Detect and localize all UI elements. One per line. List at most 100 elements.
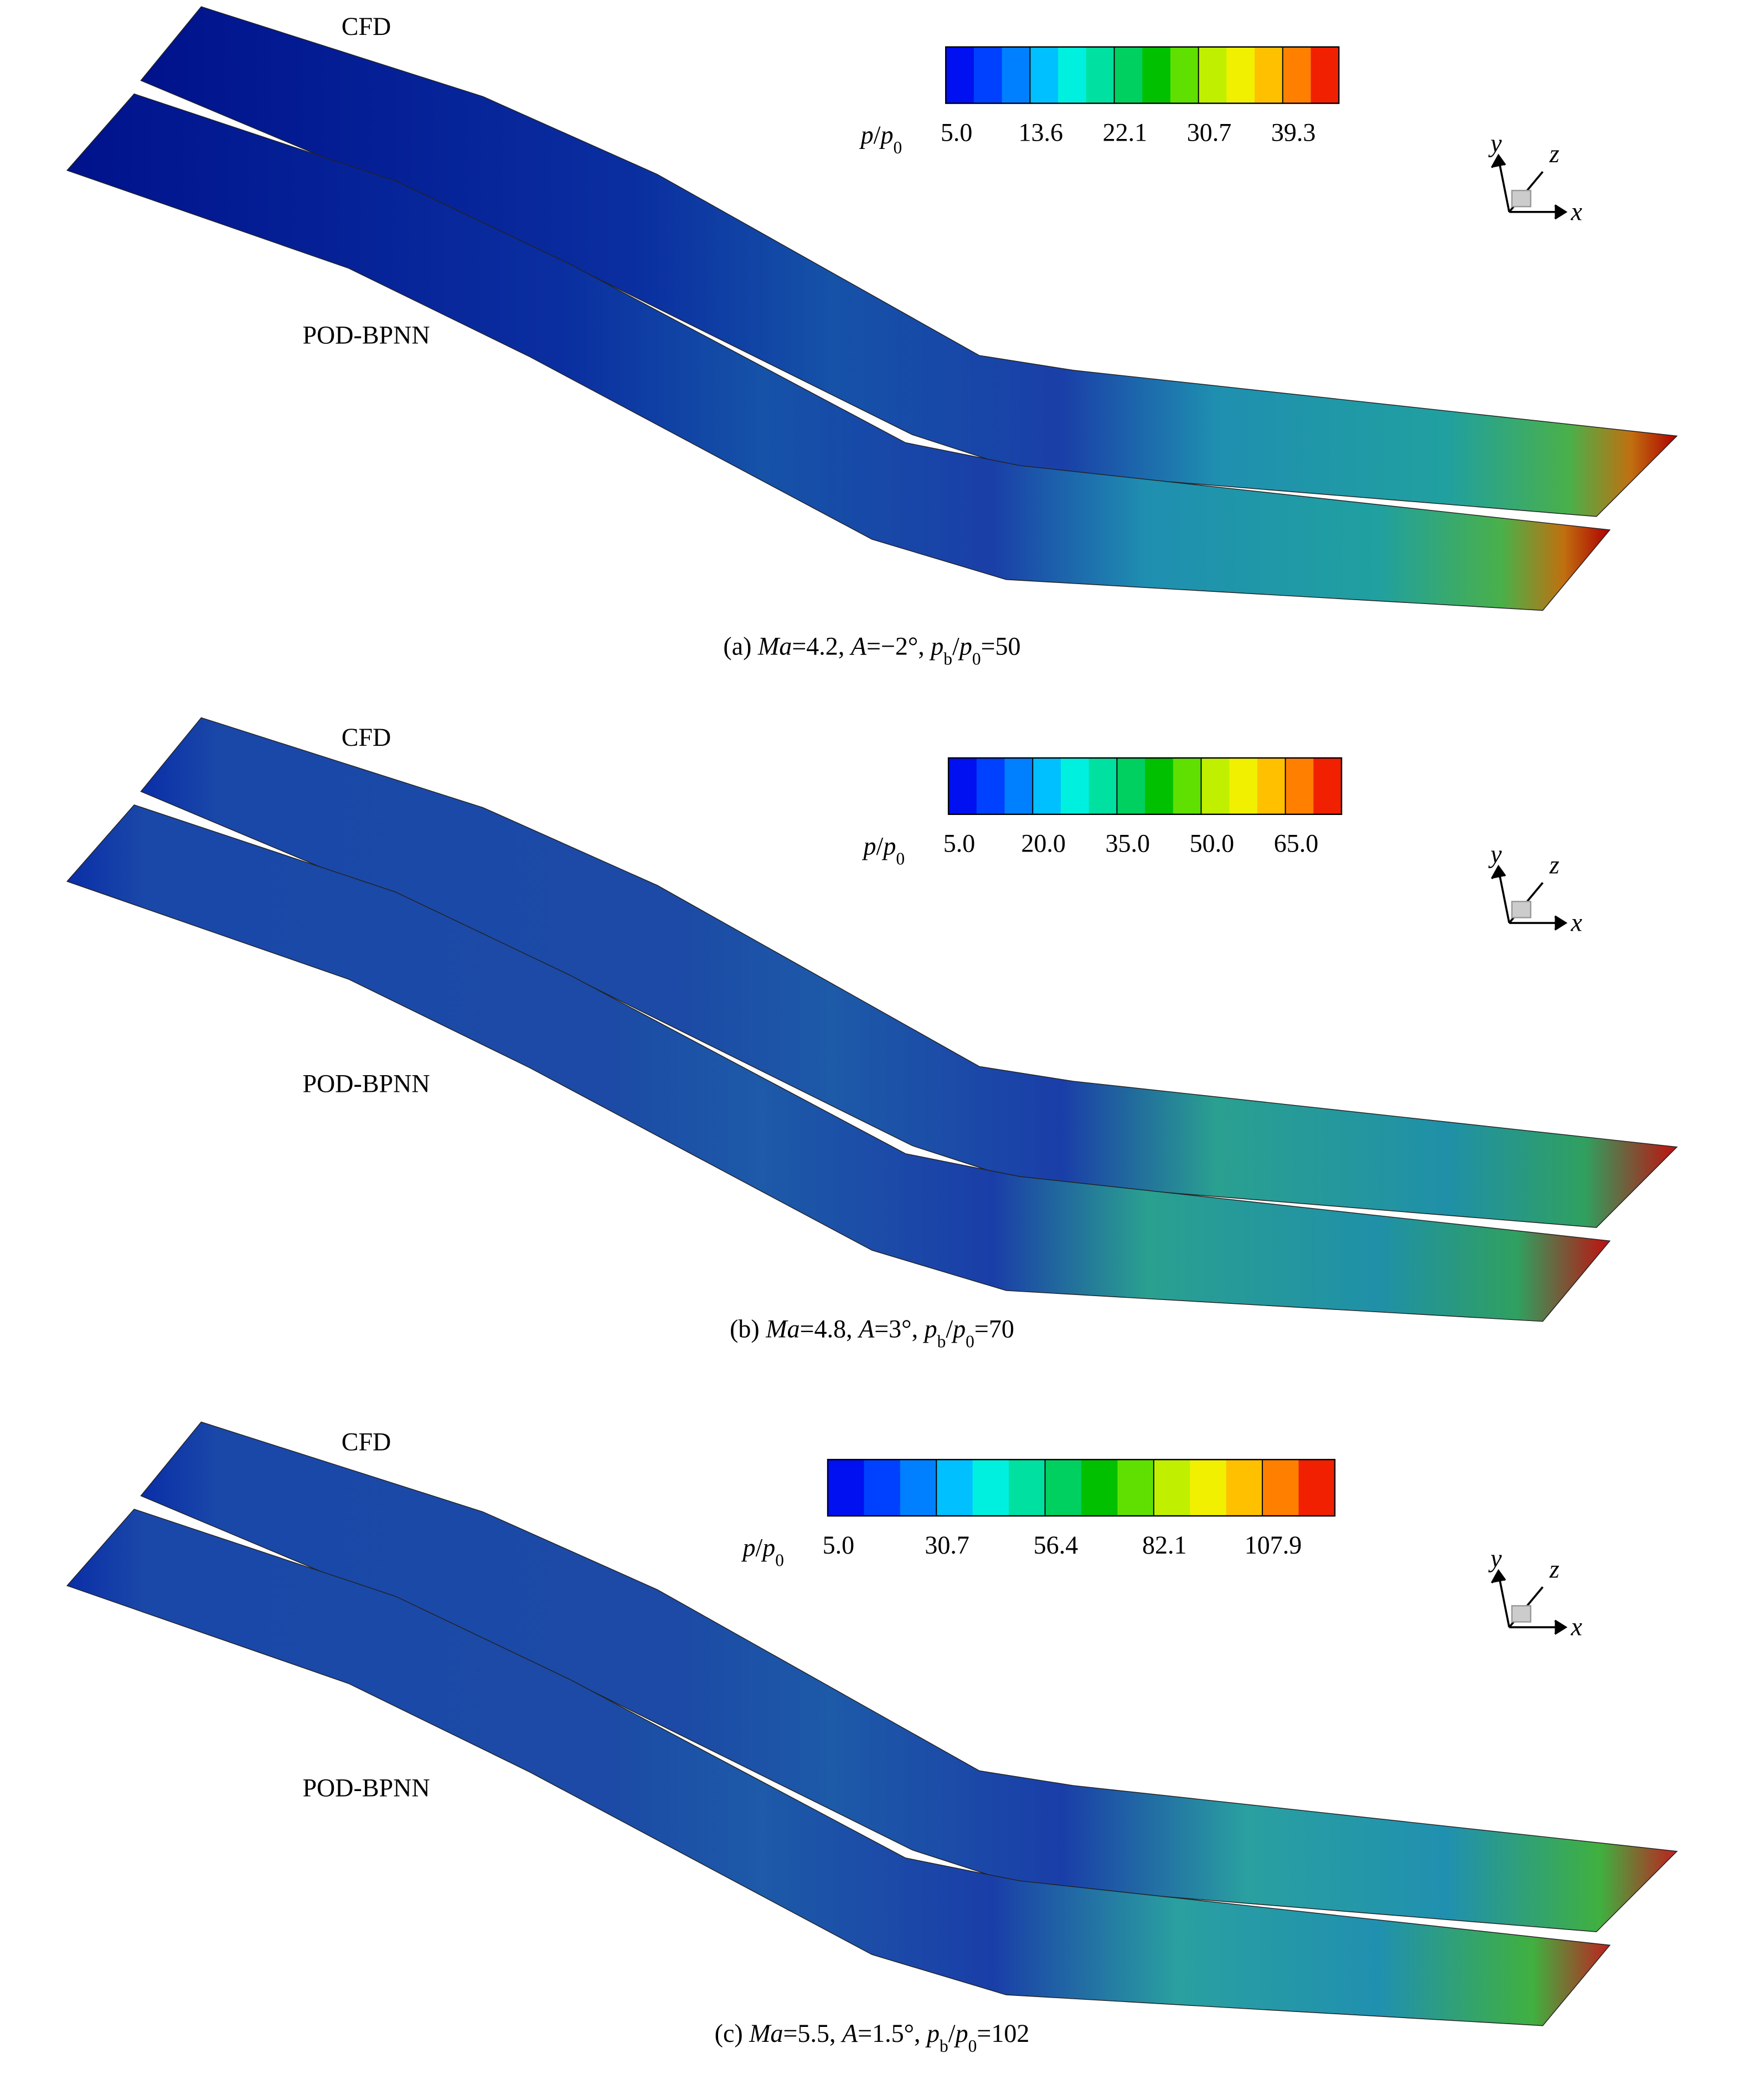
colorbar-cell (1142, 47, 1171, 104)
colorbar-cell (1060, 758, 1090, 814)
field-label: CFD (342, 723, 391, 751)
colorbar-tick-label: 107.9 (1245, 1531, 1302, 1559)
colorbar-cell (864, 1459, 901, 1516)
axis-label: z (1549, 1555, 1560, 1583)
colorbar-cell (1117, 1459, 1154, 1516)
field-label: POD-BPNN (302, 1773, 430, 1802)
text-run: p (881, 832, 896, 860)
colorbar-tick-label: 82.1 (1142, 1531, 1187, 1559)
text-run: (b) (730, 1315, 766, 1343)
subscript: b (940, 2036, 948, 2055)
text-run: Ma (765, 1315, 799, 1343)
text-run: Ma (757, 632, 792, 660)
colorbar-cell (1310, 47, 1339, 104)
colorbar-cell (936, 1459, 973, 1516)
colorbar-cell (1002, 47, 1031, 104)
text-run: / (948, 2019, 956, 2047)
text-run: p (951, 1315, 966, 1343)
colorbar-tick-label: 35.0 (1105, 829, 1150, 858)
colorbar-cell (1088, 758, 1118, 814)
text-run: (c) (715, 2019, 750, 2047)
text-run: A (849, 632, 867, 660)
colorbar-cell (1257, 758, 1286, 814)
text-run: =5.5, (783, 2019, 842, 2047)
colorbar-cell (1117, 758, 1146, 814)
field-label: POD-BPNN (302, 1069, 430, 1097)
colorbar-cell (1229, 758, 1258, 814)
field-label: POD-BPNN (302, 321, 430, 349)
axis-label: z (1549, 140, 1560, 168)
field-label: CFD (342, 12, 391, 40)
text-run: p (923, 1315, 937, 1343)
axis-label: x (1570, 1613, 1582, 1641)
subscript: 0 (972, 649, 981, 668)
subscript: b (937, 1332, 946, 1351)
colorbar-cell (1114, 47, 1143, 104)
colorbar-cell (1009, 1459, 1046, 1516)
colorbar-tick-label: 5.0 (823, 1531, 855, 1559)
triad-box (1511, 901, 1531, 919)
text-run: / (952, 632, 959, 660)
colorbar-cell (1145, 758, 1174, 814)
colorbar-cell (1313, 758, 1342, 814)
axis-label: y (1488, 129, 1502, 157)
subscript: 0 (966, 1332, 974, 1351)
axis-label: x (1570, 197, 1582, 225)
subscript: 0 (775, 1550, 784, 1570)
colorbar-tick-label: 39.3 (1271, 118, 1316, 146)
colorbar-tick-label: 65.0 (1274, 829, 1319, 858)
subscript: 0 (968, 2036, 977, 2055)
axis-label: z (1549, 850, 1560, 879)
colorbar-cell (1190, 1459, 1227, 1516)
text-run: =4.8, (800, 1315, 859, 1343)
colorbar-cell (946, 47, 974, 104)
text-run: p (879, 121, 893, 149)
colorbar-title: p/p0 (859, 121, 902, 157)
text-run: Ma (749, 2019, 783, 2047)
triad-box (1511, 189, 1531, 208)
colorbar-cell (1033, 758, 1061, 814)
text-run: =70 (974, 1315, 1014, 1343)
colorbar-cell (1058, 47, 1087, 104)
text-run: =3°, (874, 1315, 924, 1343)
text-run: p (958, 632, 972, 660)
text-run: p (761, 1534, 775, 1562)
text-run: / (876, 832, 884, 860)
text-run: / (946, 1315, 953, 1343)
text-run: A (840, 2019, 858, 2047)
pod-bpnn-field (66, 93, 1611, 611)
text-run: (a) (723, 632, 758, 660)
colorbar-cell (1255, 47, 1283, 104)
colorbar-cell (973, 47, 1003, 104)
colorbar-cell (1298, 1459, 1335, 1516)
text-run: p (954, 2019, 968, 2047)
triad-box (1511, 1605, 1531, 1623)
colorbar-tick-label: 30.7 (1187, 118, 1232, 146)
colorbar-tick-label: 22.1 (1103, 118, 1148, 146)
colorbar-cell (1285, 758, 1314, 814)
colorbar-cell (1282, 47, 1312, 104)
colorbar-cell (1170, 47, 1199, 104)
colorbar-cell (1086, 47, 1115, 104)
text-run: / (874, 121, 881, 149)
axis-label: x (1570, 909, 1582, 937)
colorbar-tick-label: 5.0 (941, 118, 973, 146)
field-label: CFD (342, 1427, 391, 1456)
text-run: =50 (981, 632, 1021, 660)
pod-bpnn-field (66, 1509, 1611, 2026)
text-run: p (859, 121, 874, 149)
subscript: b (943, 649, 952, 668)
subscript: 0 (896, 849, 905, 868)
text-run: / (755, 1534, 762, 1562)
colorbar-cell (948, 758, 977, 814)
colorbar-title: p/p0 (741, 1534, 784, 1570)
colorbar-cell (900, 1459, 937, 1516)
arrow-head (1490, 153, 1568, 220)
text-run: =4.2, (792, 632, 850, 660)
colorbar-tick-label: 5.0 (943, 829, 976, 858)
colorbar-cell (1081, 1459, 1118, 1516)
caption: (b) Ma=4.8, A=3°, pb/p0=70 (730, 1315, 1014, 1351)
colorbar-cell (1198, 47, 1227, 104)
